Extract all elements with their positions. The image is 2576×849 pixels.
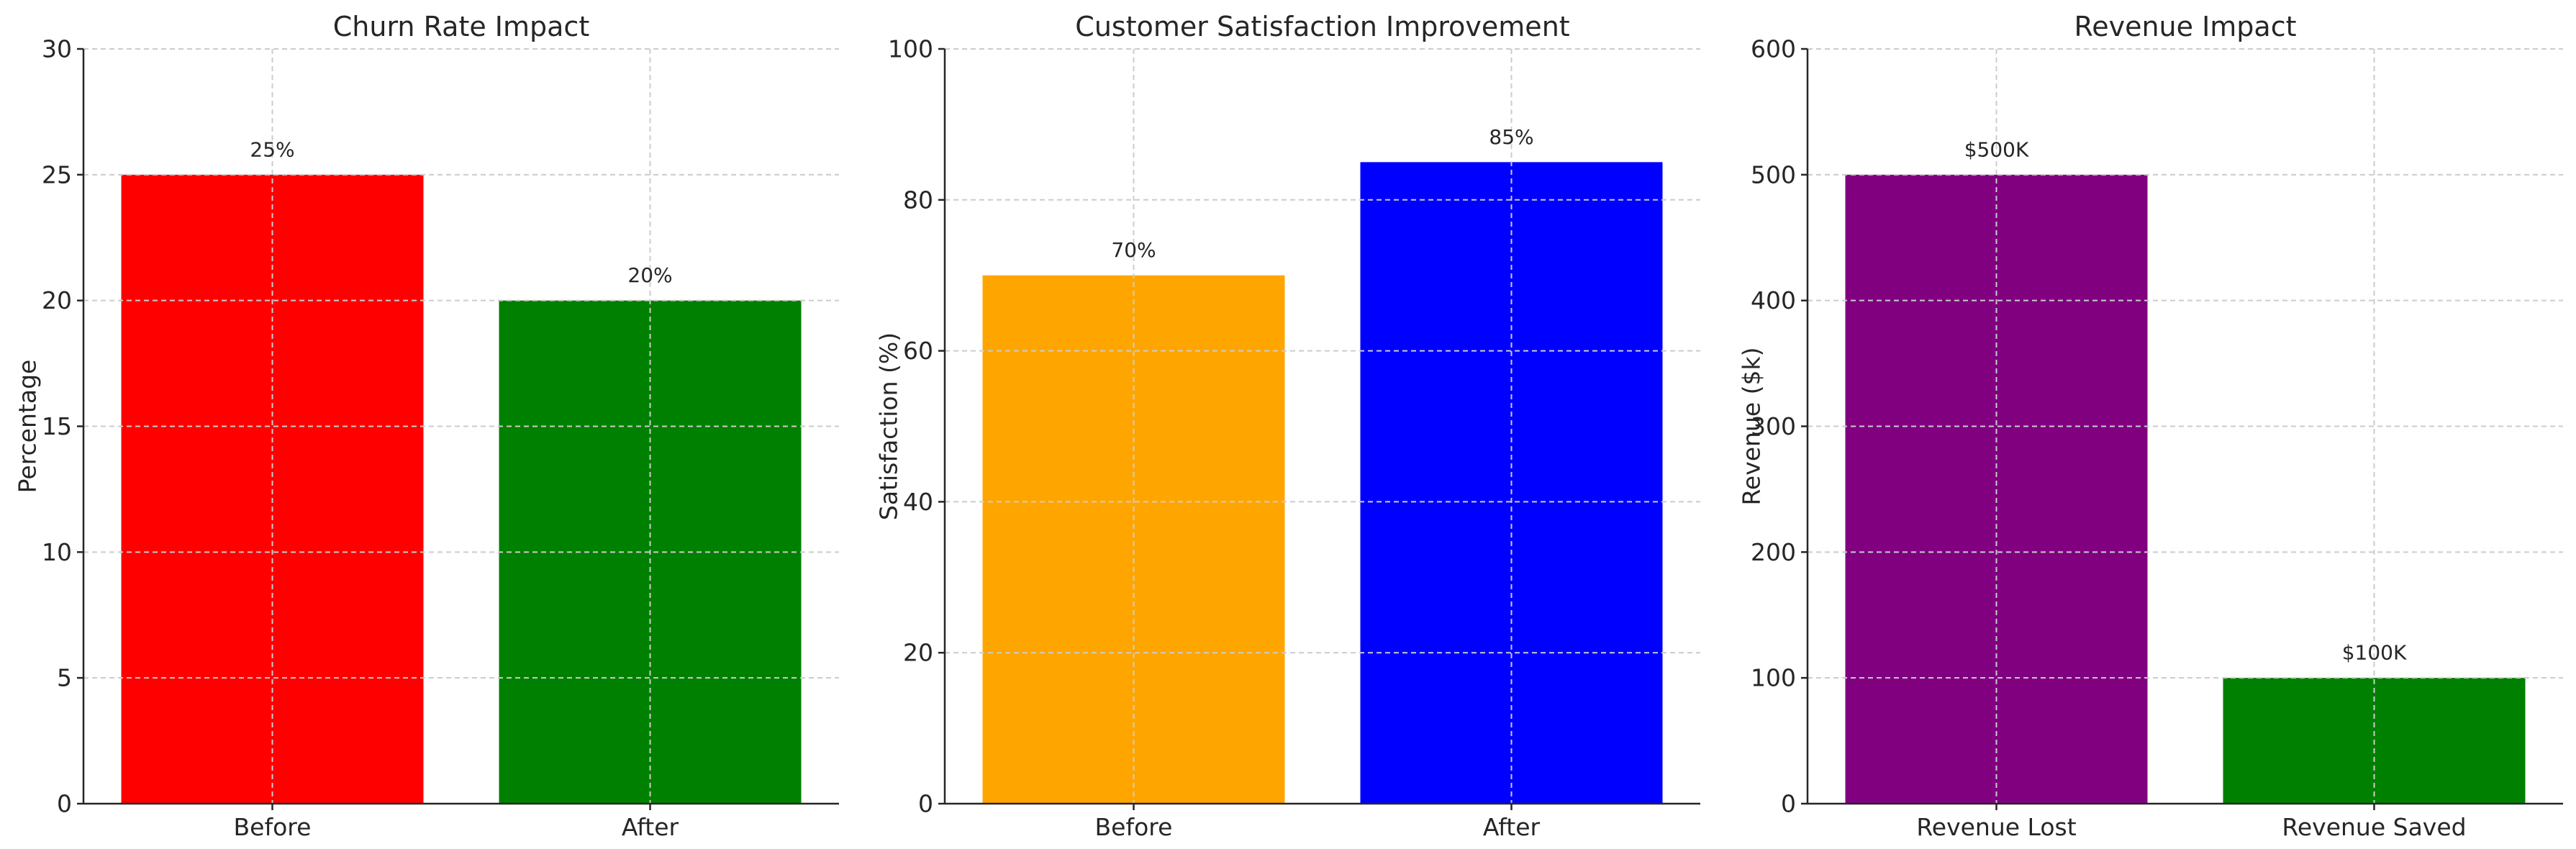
y-tick-label: 0 xyxy=(918,790,933,818)
x-tick-label: Before xyxy=(234,813,312,841)
chart-title: Revenue Impact xyxy=(2074,11,2297,42)
y-tick-label: 0 xyxy=(1781,790,1796,818)
y-tick-label: 40 xyxy=(903,488,933,516)
y-tick-label: 15 xyxy=(42,412,72,440)
y-tick-label: 500 xyxy=(1751,160,1796,189)
y-tick-label: 200 xyxy=(1751,538,1796,566)
y-tick-label: 20 xyxy=(903,639,933,667)
y-tick-label: 10 xyxy=(42,538,72,566)
x-tick-label: Before xyxy=(1095,813,1173,841)
data-label: 70% xyxy=(1111,238,1156,262)
data-label: $100K xyxy=(2342,641,2407,665)
y-tick-label: 80 xyxy=(903,186,933,214)
chart-panel-1: 0 5 10 15 20 25 30 Before After 25% 20% Churn Rate … xyxy=(14,11,839,841)
y-tick-label: 300 xyxy=(1751,412,1796,440)
y-tick-label: 25 xyxy=(42,160,72,189)
x-tick-label: After xyxy=(622,813,679,841)
y-axis-label: Satisfaction (%) xyxy=(875,332,903,520)
y-tick-label: 30 xyxy=(42,35,72,63)
chart-panel-3: 0 100 200 300 400 500 600 Revenue Lost Revenue S… xyxy=(1738,11,2563,841)
y-tick-label: 600 xyxy=(1751,35,1796,63)
x-tick-label: After xyxy=(1483,813,1541,841)
chart-panel-2: 0 20 40 60 80 100 Before After 70% 85% Customer Sa… xyxy=(875,11,1700,841)
data-label: 20% xyxy=(627,263,672,287)
data-label: 85% xyxy=(1489,125,1533,149)
y-tick-label: 100 xyxy=(1751,664,1796,692)
y-axis-label: Revenue ($k) xyxy=(1738,347,1766,505)
data-label: $500K xyxy=(1964,137,2029,161)
y-tick-label: 60 xyxy=(903,337,933,365)
y-tick-label: 5 xyxy=(57,664,72,692)
y-axis-label: Percentage xyxy=(14,360,42,494)
chart-title: Customer Satisfaction Improvement xyxy=(1075,11,1569,42)
y-tick-label: 0 xyxy=(57,790,72,818)
x-tick-label: Revenue Saved xyxy=(2282,813,2466,841)
chart-title: Churn Rate Impact xyxy=(333,11,589,42)
y-tick-label: 400 xyxy=(1751,286,1796,314)
y-tick-label: 100 xyxy=(888,35,933,63)
x-tick-label: Revenue Lost xyxy=(1916,813,2076,841)
data-label: 25% xyxy=(250,137,294,161)
y-tick-label: 20 xyxy=(42,286,72,314)
